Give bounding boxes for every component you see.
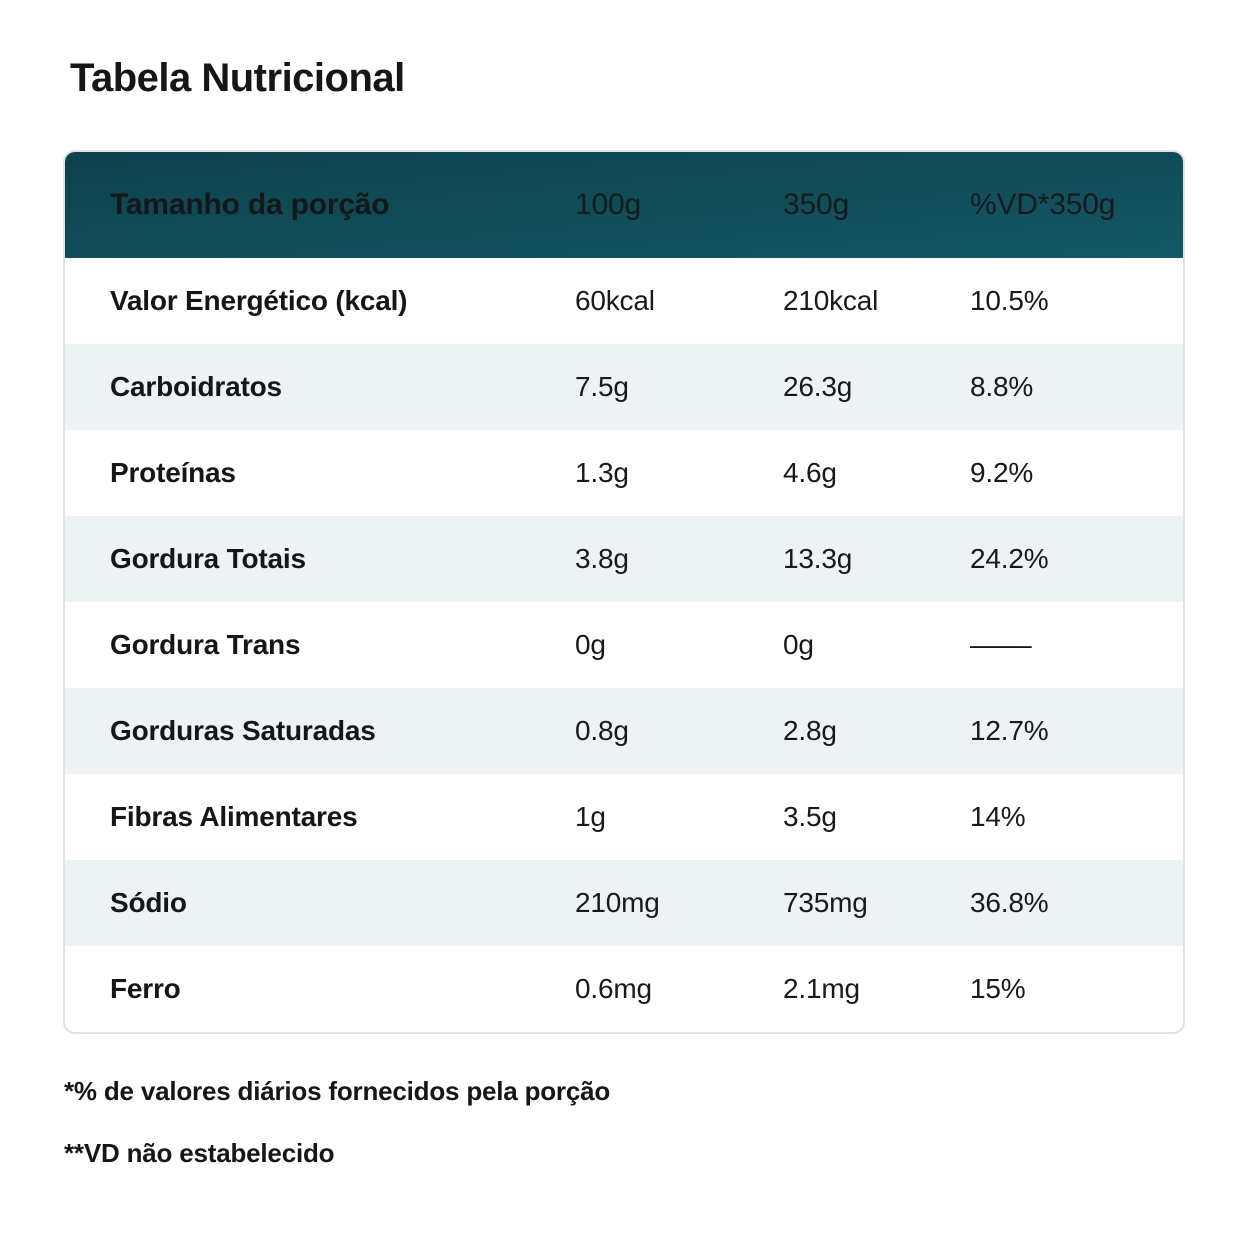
value-percent-vd: 12.7%	[970, 715, 1049, 746]
value-percent-vd: 10.5%	[970, 285, 1049, 316]
value-per-100g: 0.8g	[575, 715, 629, 746]
value-per-350g: 26.3g	[783, 371, 853, 402]
value-per-100g: 7.5g	[575, 371, 629, 402]
value-percent-vd: 15%	[970, 973, 1026, 1004]
value-per-350g: 3.5g	[783, 801, 837, 832]
value-per-350g: 735mg	[783, 887, 868, 918]
value-percent-vd: 9.2%	[970, 457, 1034, 488]
table-row: Carboidratos 7.5g 26.3g 8.8%	[65, 344, 1183, 430]
value-per-350g: 4.6g	[783, 457, 837, 488]
table-row: Gorduras Saturadas 0.8g 2.8g 12.7%	[65, 688, 1183, 774]
value-percent-vd: 36.8%	[970, 887, 1049, 918]
table-row: Gordura Totais 3.8g 13.3g 24.2%	[65, 516, 1183, 602]
footnote-vd-not-established: **VD não estabelecido	[64, 1138, 335, 1168]
nutrient-name: Sódio	[110, 887, 187, 918]
value-per-100g: 1.3g	[575, 457, 629, 488]
nutrition-table: Tamanho da porção 100g 350g %VD*350g Val…	[63, 150, 1185, 1034]
value-per-100g: 0.6mg	[575, 973, 652, 1004]
nutrient-name: Proteínas	[110, 457, 236, 488]
value-per-350g: 210kcal	[783, 285, 879, 316]
nutrient-name: Fibras Alimentares	[110, 801, 358, 832]
footnote-daily-values: *% de valores diários fornecidos pela po…	[64, 1076, 611, 1106]
value-per-100g: 60kcal	[575, 285, 655, 316]
nutrient-name: Gorduras Saturadas	[110, 715, 376, 746]
header-col-350g: 350g	[783, 188, 849, 221]
table-row: Proteínas 1.3g 4.6g 9.2%	[65, 430, 1183, 516]
value-per-350g: 2.8g	[783, 715, 837, 746]
table-body: Valor Energético (kcal) 60kcal 210kcal 1…	[65, 258, 1183, 1032]
table-row: Valor Energético (kcal) 60kcal 210kcal 1…	[65, 258, 1183, 344]
page-title: Tabela Nutricional	[70, 56, 405, 100]
table-row: Fibras Alimentares 1g 3.5g 14%	[65, 774, 1183, 860]
table-row: Sódio 210mg 735mg 36.8%	[65, 860, 1183, 946]
value-percent-vd: 24.2%	[970, 543, 1049, 574]
value-per-100g: 210mg	[575, 887, 660, 918]
header-col-percent-vd: %VD*350g	[970, 188, 1116, 221]
value-per-350g: 2.1mg	[783, 973, 860, 1004]
nutrient-name: Valor Energético (kcal)	[110, 285, 408, 316]
table-row: Ferro 0.6mg 2.1mg 15%	[65, 946, 1183, 1032]
value-percent-vd: 8.8%	[970, 371, 1034, 402]
nutrient-name: Carboidratos	[110, 371, 282, 402]
header-col-100g: 100g	[575, 188, 641, 221]
value-percent-vd: 14%	[970, 801, 1026, 832]
table-header-row: Tamanho da porção 100g 350g %VD*350g	[65, 152, 1183, 258]
value-per-350g: 0g	[783, 629, 814, 660]
header-serving-size: Tamanho da porção	[110, 188, 390, 221]
value-per-100g: 1g	[575, 801, 606, 832]
nutrient-name: Ferro	[110, 973, 181, 1004]
table-row: Gordura Trans 0g 0g ––––	[65, 602, 1183, 688]
value-per-100g: 0g	[575, 629, 606, 660]
value-percent-vd: ––––	[970, 629, 1032, 660]
value-per-350g: 13.3g	[783, 543, 853, 574]
value-per-100g: 3.8g	[575, 543, 629, 574]
nutrient-name: Gordura Trans	[110, 629, 301, 660]
nutrient-name: Gordura Totais	[110, 543, 306, 574]
